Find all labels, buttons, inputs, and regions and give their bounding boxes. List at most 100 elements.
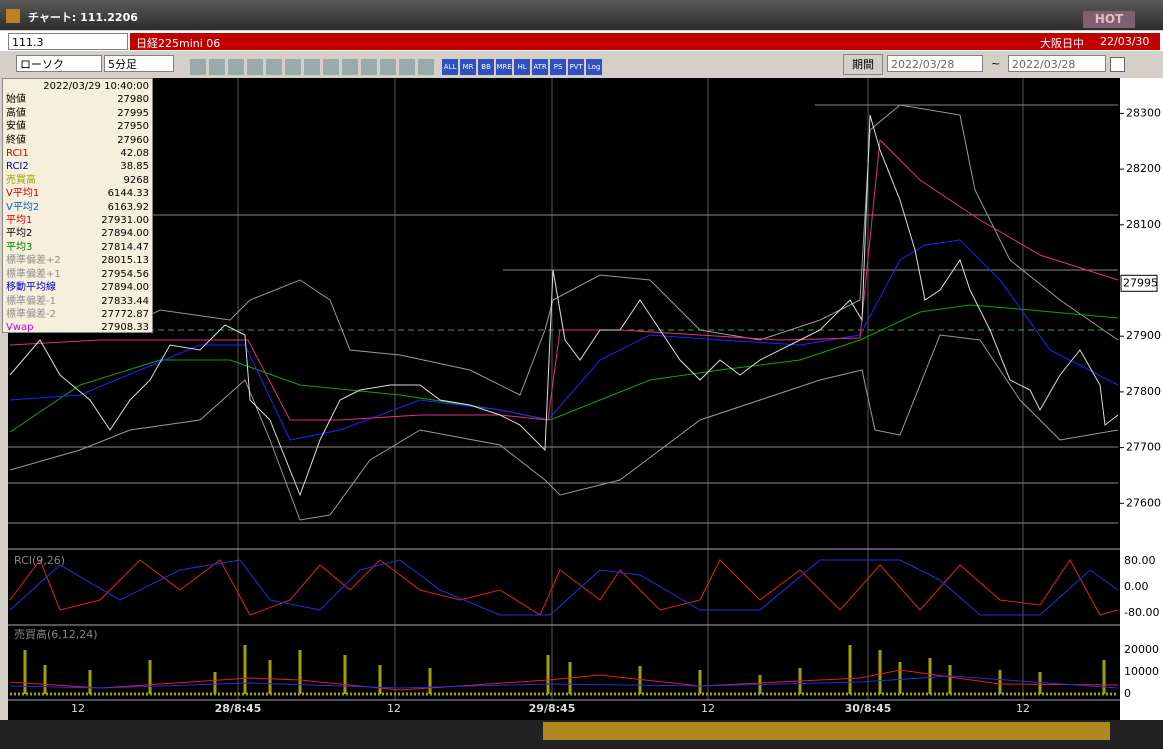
code-input[interactable]: 111.3	[8, 33, 128, 50]
x-tick-label: 12	[701, 702, 715, 715]
x-tick-label: 30/8:45	[845, 702, 892, 715]
info-value: 28015.13	[101, 255, 149, 267]
price-axis: 28300 28200 28100 27900 27800 27700 27600 27995	[1120, 106, 1161, 509]
info-value: 6144.33	[107, 188, 149, 200]
icon[interactable]	[247, 58, 263, 75]
toolbar: ローソク 5分足 ALL MR BB MRE HL ATR PS PVT Log 期間 2022…	[0, 52, 1163, 77]
ma1	[9, 138, 1119, 421]
info-label: 高値	[6, 107, 26, 119]
info-label: 安値	[6, 121, 26, 133]
info-value: 9268	[123, 174, 149, 186]
info-label: RCI2	[6, 161, 29, 173]
period-button[interactable]: 期間	[843, 54, 883, 75]
info-value: 27894.00	[101, 228, 149, 240]
price-tick-label: 27600	[1126, 496, 1161, 509]
icon[interactable]	[304, 58, 320, 75]
from-date[interactable]: 2022/03/28	[887, 55, 983, 72]
volume-avg2	[9, 675, 1119, 689]
lower-band	[9, 334, 1119, 521]
info-label: RCI1	[6, 148, 29, 160]
rci-tick: -80.00	[1124, 606, 1159, 619]
volume-label: 売買高(6,12,24)	[14, 627, 98, 641]
symbol-bar: 111.3 日経225mini 06 大阪日中 22/03/30	[0, 31, 1163, 51]
info-value: 42.08	[120, 148, 149, 160]
app-icon	[6, 9, 20, 23]
chart-bg	[8, 78, 1120, 720]
volume-tick: 0	[1124, 687, 1131, 700]
icon[interactable]: HL	[514, 58, 531, 75]
info-row: 始値 27980	[6, 93, 149, 106]
icon[interactable]	[342, 58, 358, 75]
session: 大阪日中	[1040, 37, 1084, 50]
icon[interactable]: ALL	[442, 58, 459, 75]
icon[interactable]	[190, 58, 206, 75]
icon[interactable]	[399, 58, 415, 75]
icon[interactable]	[228, 58, 244, 75]
info-row: Vwap 27908.33	[6, 321, 149, 334]
icon[interactable]	[380, 58, 396, 75]
volume-tick: 10000	[1124, 665, 1159, 678]
info-label: 平均1	[6, 215, 33, 227]
ma3	[9, 304, 1119, 433]
info-row: 高値 27995	[6, 107, 149, 120]
price-tick-label: 27700	[1126, 441, 1161, 454]
interval-select[interactable]: 5分足	[104, 55, 174, 72]
info-value: 27980	[117, 94, 149, 106]
icon[interactable]	[209, 58, 225, 75]
info-row: V平均2 6163.92	[6, 201, 149, 214]
tilde: ~	[991, 57, 1001, 70]
info-row: 終値 27960	[6, 134, 149, 147]
chart-type-select[interactable]: ローソク	[16, 55, 102, 72]
icon[interactable]	[266, 58, 282, 75]
icon[interactable]	[285, 58, 301, 75]
price-tick-label: 28300	[1126, 106, 1161, 119]
icon[interactable]: MRE	[496, 58, 513, 75]
x-tick-label: 12	[1016, 702, 1030, 715]
title-bar: チャート: 111.2206 HOT	[0, 0, 1163, 30]
x-tick-label: 28/8:45	[215, 702, 262, 715]
info-row: 標準偏差-1 27833.44	[6, 295, 149, 308]
icon[interactable]	[323, 58, 339, 75]
info-row: 平均2 27894.00	[6, 227, 149, 240]
ma2	[9, 239, 1119, 441]
info-label: 平均3	[6, 241, 33, 253]
info-value: 27954.56	[101, 268, 149, 280]
date: 22/03/30	[1100, 35, 1150, 48]
x-tick-label: 12	[387, 702, 401, 715]
info-label: 移動平均線	[6, 282, 56, 294]
grid	[8, 78, 1120, 701]
price-tick-label: 27800	[1126, 385, 1161, 398]
icon[interactable]: PS	[550, 58, 567, 75]
icon[interactable]: PVT	[568, 58, 585, 75]
icon[interactable]	[361, 58, 377, 75]
icon[interactable]: ATR	[532, 58, 549, 75]
info-row: 標準偏差+1 27954.56	[6, 268, 149, 281]
info-label: Vwap	[6, 322, 34, 334]
info-label: 平均2	[6, 228, 33, 240]
x-tick-label: 12	[71, 702, 85, 715]
info-label: 売買高	[6, 174, 36, 186]
info-label: 標準偏差+2	[6, 255, 61, 267]
info-row: 売買高 9268	[6, 174, 149, 187]
info-row: RCI2 38.85	[6, 160, 149, 173]
to-date[interactable]: 2022/03/28	[1008, 55, 1106, 72]
info-label: 標準偏差-2	[6, 308, 56, 320]
icon[interactable]: MR	[460, 58, 477, 75]
icon[interactable]: Log	[586, 58, 603, 75]
current-price: 27995	[1123, 276, 1158, 289]
info-row: 標準偏差+2 28015.13	[6, 254, 149, 267]
checkbox[interactable]	[1110, 57, 1125, 72]
rci1	[9, 558, 1119, 616]
hot-button[interactable]: HOT	[1083, 11, 1135, 28]
icon[interactable]	[418, 58, 434, 75]
volume-avg1	[9, 669, 1119, 691]
price-tick-label: 28100	[1126, 218, 1161, 231]
rci2	[9, 559, 1119, 616]
icon[interactable]: BB	[478, 58, 495, 75]
rci-tick: 80.00	[1124, 554, 1156, 567]
info-datetime: 2022/03/29 10:40:00	[43, 81, 149, 92]
scroll-thumb[interactable]	[543, 722, 1110, 740]
info-label: 標準偏差-1	[6, 295, 56, 307]
info-label: 終値	[6, 134, 26, 146]
